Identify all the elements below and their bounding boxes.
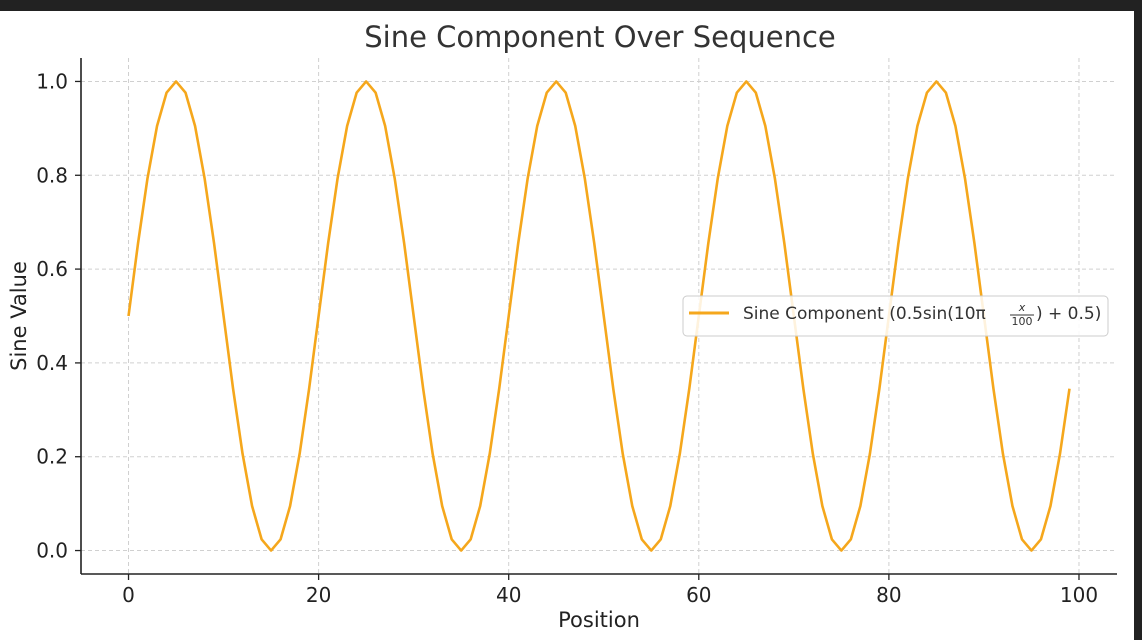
x-tick-label: 0 [122, 583, 135, 607]
x-tick-label: 80 [876, 583, 901, 607]
legend: Sine Component (0.5sin(10π x 100 ) + 0.5… [682, 295, 1109, 337]
x-tick-label: 20 [306, 583, 331, 607]
legend-label-suffix: ) + 0.5) [1036, 304, 1101, 324]
legend-label-prefix: Sine Component (0.5sin(10π [743, 304, 986, 324]
series-layer [127, 80, 1071, 552]
y-ticks: 0.0 0.2 0.4 0.6 0.8 1.0 [36, 69, 81, 563]
window-top-border [0, 0, 1142, 11]
y-tick-label: 1.0 [36, 69, 68, 93]
y-tick-label: 0.8 [36, 163, 68, 187]
x-tick-label: 40 [496, 583, 521, 607]
axes [80, 58, 1117, 575]
y-axis-title: Sine Value [7, 261, 31, 371]
x-tick-label: 60 [686, 583, 711, 607]
y-tick-label: 0.6 [36, 257, 68, 281]
legend-fraction-denominator: 100 [1012, 315, 1033, 328]
x-ticks: 0 20 40 60 80 100 [122, 574, 1098, 607]
y-tick-label: 0.4 [36, 351, 68, 375]
legend-box [682, 295, 1109, 337]
grid [81, 58, 1117, 574]
legend-fraction-numerator: x [1018, 301, 1026, 314]
series-line [127, 80, 1071, 552]
x-tick-label: 100 [1060, 583, 1098, 607]
chart-title: Sine Component Over Sequence [364, 20, 836, 54]
x-axis-title: Position [558, 608, 640, 632]
y-tick-label: 0.0 [36, 539, 68, 563]
legend-label: Sine Component (0.5sin(10π [743, 304, 986, 324]
window-right-border [1134, 0, 1142, 640]
y-tick-label: 0.2 [36, 445, 68, 469]
